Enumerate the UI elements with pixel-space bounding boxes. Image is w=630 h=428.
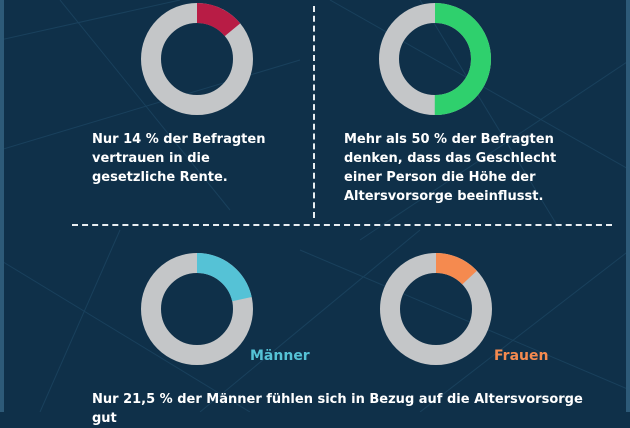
donut-slice-men <box>141 253 253 365</box>
donut-chart-men <box>141 253 253 365</box>
frame-right-border <box>626 0 630 412</box>
donut-chart-women <box>380 253 492 365</box>
donut-chart-trust <box>141 3 253 115</box>
vertical-divider <box>313 6 315 218</box>
horizontal-divider <box>72 224 612 226</box>
legend-men: Männer <box>250 348 310 364</box>
caption-trust: Nur 14 % der Befragten vertrauen in die … <box>92 132 266 185</box>
background-pattern <box>0 0 630 412</box>
legend-women: Frauen <box>494 348 549 364</box>
donut-slice-gender <box>379 3 491 115</box>
caption-gender: Mehr als 50 % der Befragten denken, dass… <box>344 132 557 204</box>
donut-chart-gender <box>379 3 491 115</box>
frame-left-border <box>0 0 4 412</box>
donut-slice-women <box>380 253 492 365</box>
donut-slice-trust <box>141 3 253 115</box>
caption-men-vs-women: Nur 21,5 % der Männer fühlen sich in Bez… <box>92 392 583 426</box>
